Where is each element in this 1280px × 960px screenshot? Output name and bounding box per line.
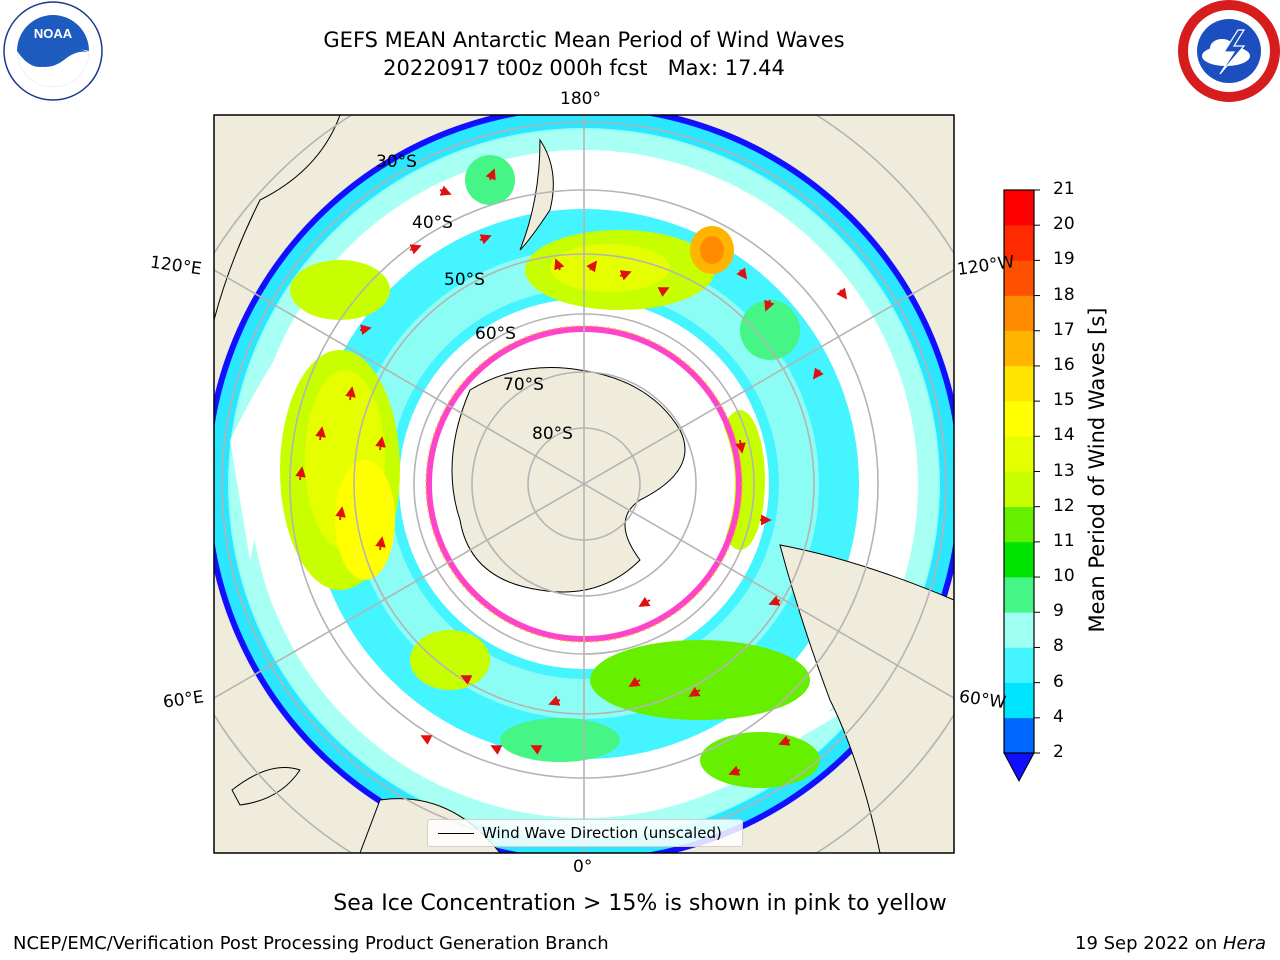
australia — [214, 115, 341, 321]
madagascar — [231, 767, 301, 806]
colorbar-segment — [1004, 190, 1034, 226]
colorbar-tick-label: 9 — [1053, 601, 1064, 622]
new-zealand — [519, 138, 554, 251]
map-legend: Wind Wave Direction (unscaled) — [427, 819, 743, 847]
colorbar-tick-label: 15 — [1053, 390, 1075, 411]
colorbar-segment — [1004, 577, 1034, 613]
legend-label: Wind Wave Direction (unscaled) — [482, 824, 722, 842]
noaa-logo: NOAA — [3, 1, 103, 101]
colorbar-segment — [1004, 401, 1034, 437]
colorbar-segment — [1004, 330, 1034, 367]
wind-wave-arrows — [295, 168, 848, 776]
map-frame — [213, 114, 955, 854]
colorbar-segment — [1004, 647, 1034, 683]
footer-date: 19 Sep 2022 on Hera — [1075, 933, 1266, 954]
lon-label-top: 180° — [560, 89, 601, 109]
svg-text:NOAA: NOAA — [34, 26, 73, 41]
colorbar-tick-label: 14 — [1053, 425, 1075, 446]
chart-title: GEFS MEAN Antarctic Mean Period of Wind … — [323, 28, 845, 52]
colorbar-tick-label: 17 — [1053, 319, 1075, 340]
lat-label-30s: 30°S — [376, 152, 417, 172]
footer-machine: Hera — [1222, 933, 1266, 954]
colorbar-segment — [1004, 682, 1034, 719]
colorbar-tick-label: 8 — [1053, 636, 1064, 657]
colorbar-tick-label: 16 — [1053, 354, 1075, 375]
sea-ice-note: Sea Ice Concentration > 15% is shown in … — [333, 891, 947, 916]
colorbar-segment — [1004, 295, 1034, 332]
colorbar-tick-label: 21 — [1053, 179, 1075, 199]
colorbar-tick-label: 19 — [1053, 249, 1075, 270]
colorbar-tick-label: 18 — [1053, 284, 1075, 305]
colorbar-segment — [1004, 541, 1034, 578]
colorbar — [1003, 189, 1040, 783]
colorbar-segment — [1004, 471, 1034, 507]
colorbar-segment — [1004, 365, 1034, 402]
colorbar-tick-label: 4 — [1053, 706, 1064, 727]
colorbar-segment — [1004, 225, 1034, 261]
colorbar-title: Mean Period of Wind Waves [s] — [1085, 307, 1109, 633]
chart-subtitle: 20220917 t00z 000h fcst Max: 17.44 — [383, 56, 785, 80]
colorbar-tick-label: 2 — [1053, 742, 1064, 762]
footer-credit: NCEP/EMC/Verification Post Processing Pr… — [13, 933, 609, 954]
colorbar-tick-label: 20 — [1053, 214, 1075, 235]
colorbar-extend-triangle — [1003, 752, 1035, 783]
colorbar-segment — [1004, 717, 1034, 754]
colorbar-tick-label: 13 — [1053, 460, 1075, 481]
lat-label-40s: 40°S — [412, 213, 453, 233]
lat-label-70s: 70°S — [503, 375, 544, 395]
colorbar-segment — [1004, 612, 1034, 648]
colorbar-tick-label: 10 — [1053, 566, 1075, 587]
colorbar-tick-label: 12 — [1053, 495, 1075, 516]
lat-label-50s: 50°S — [444, 270, 485, 290]
national-weather-service-logo — [1178, 0, 1280, 102]
legend-line-icon — [438, 832, 474, 834]
lat-label-80s: 80°S — [532, 424, 573, 444]
colorbar-segment — [1004, 436, 1034, 472]
colorbar-segment — [1004, 260, 1034, 296]
lat-label-60s: 60°S — [475, 324, 516, 344]
lon-label-bottom: 0° — [573, 857, 593, 877]
colorbar-segment — [1004, 506, 1034, 543]
colorbar-tick-label: 11 — [1053, 530, 1075, 551]
colorbar-tick-label: 6 — [1053, 671, 1064, 692]
